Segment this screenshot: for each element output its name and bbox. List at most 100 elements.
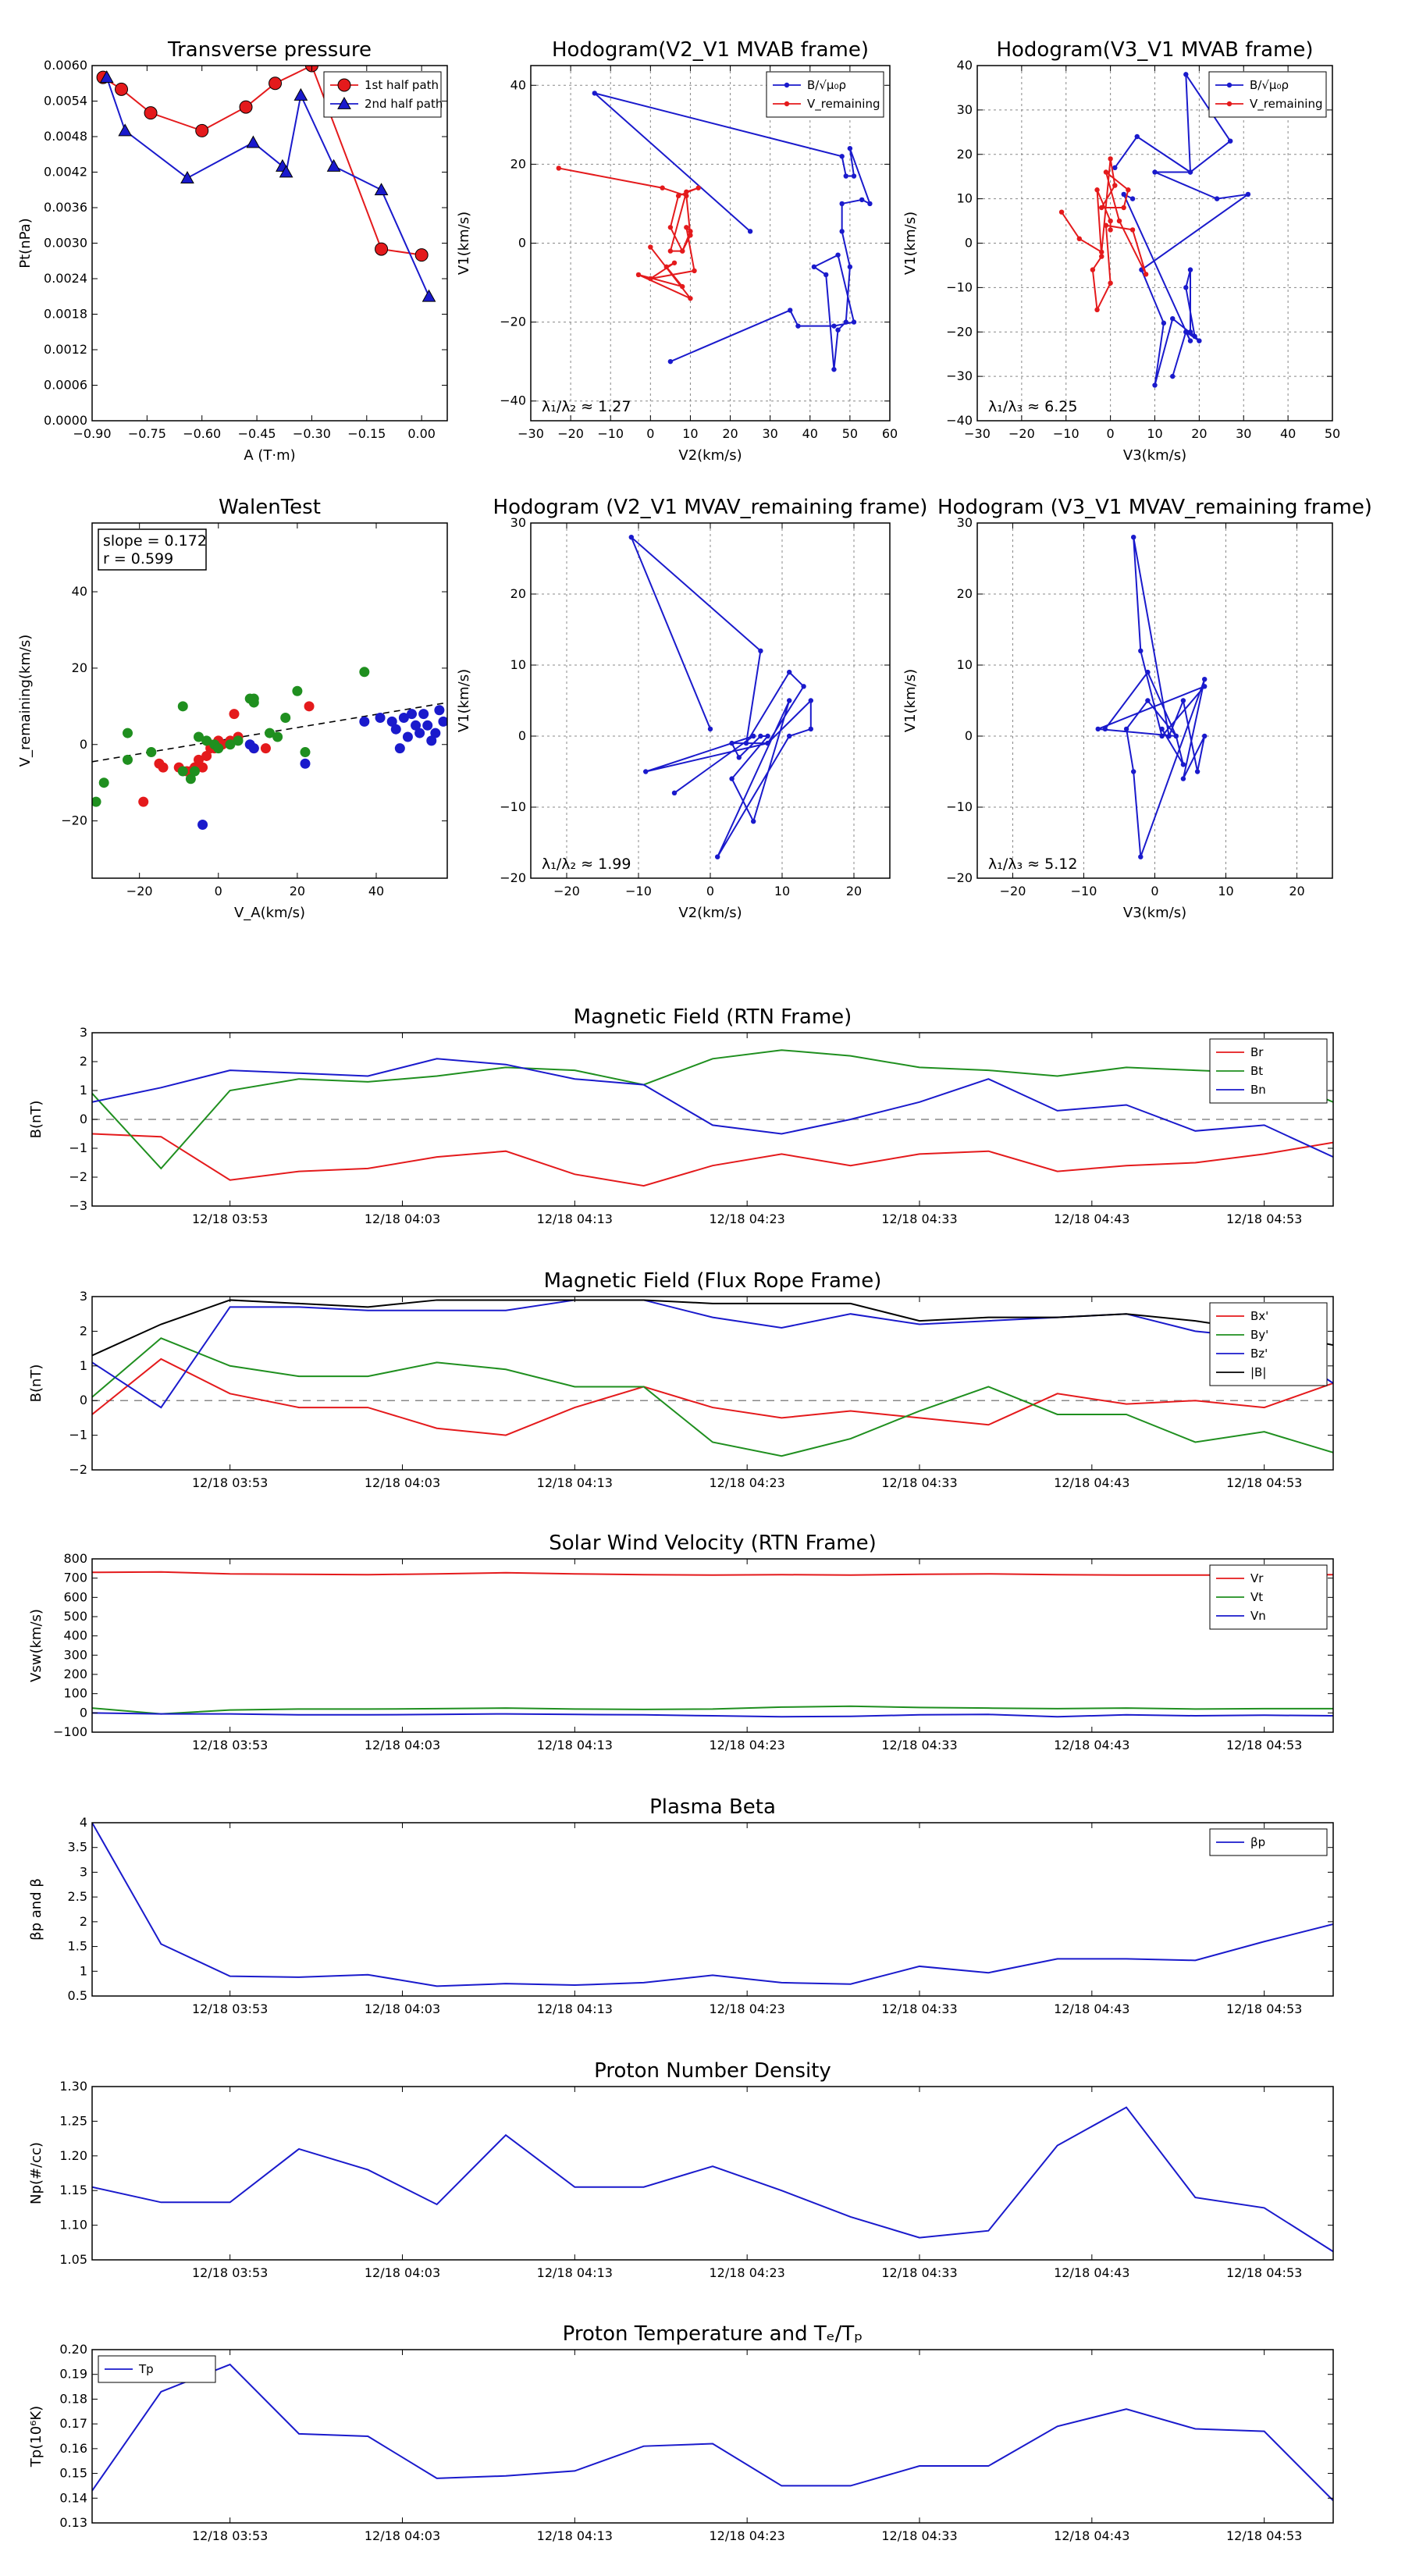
data-point	[847, 145, 853, 151]
data-point	[375, 713, 386, 724]
series-line	[92, 1712, 1333, 1718]
chart-title: Transverse pressure	[167, 38, 372, 62]
data-point	[1138, 648, 1144, 653]
data-point	[1152, 169, 1158, 175]
series-Br	[92, 1133, 1333, 1187]
series-line	[594, 92, 872, 370]
x-axis-label: A (T·m)	[244, 447, 295, 464]
x-tick-label: 0.00	[407, 426, 436, 441]
series-Bn	[92, 1058, 1333, 1158]
data-point	[688, 233, 693, 238]
data-point	[144, 106, 158, 120]
data-point	[680, 248, 685, 254]
chart-title: Proton Temperature and Tₑ/Tₚ	[563, 2322, 863, 2346]
legend: B/√μ₀ρ V_remaining	[766, 71, 884, 118]
legend-label: Bt	[1250, 1064, 1263, 1078]
chart-title: Hodogram(V3_V1 MVAB frame)	[996, 38, 1313, 62]
legend: Br Bt Bn	[1209, 1038, 1328, 1104]
y-tick-label: 0.0054	[44, 94, 87, 109]
y-tick-label: 100	[63, 1686, 87, 1701]
legend-label: Vr	[1250, 1571, 1264, 1585]
data-point	[675, 193, 681, 199]
data-point	[671, 790, 678, 795]
x-tick-label: 50	[842, 426, 858, 441]
data-point	[795, 323, 801, 329]
legend-label: 2nd half path	[365, 97, 443, 111]
x-tick-label: 20	[846, 884, 862, 898]
x-tick-label: 12/18 04:53	[1226, 1212, 1302, 1226]
chart-hodo1: Hodogram(V2_V1 MVAB frame) −30 −20 −10 0 10 20…	[456, 38, 898, 464]
data-point	[1112, 183, 1118, 188]
x-tick-label: 12/18 04:13	[537, 1738, 613, 1752]
chart-beta: Plasma Beta 12/18 03:53 12/18 04:03 12/18 0…	[28, 1795, 1334, 2016]
data-point	[197, 820, 208, 831]
x-tick-label: 12/18 04:23	[710, 1475, 785, 1490]
data-point	[426, 735, 437, 746]
data-point	[402, 731, 413, 742]
y-tick-label: 1.10	[59, 2218, 87, 2233]
series-Vr	[92, 1571, 1333, 1576]
plot-frame	[530, 65, 891, 422]
plot-frame	[91, 2349, 1334, 2524]
data-point	[414, 728, 425, 738]
x-tick-label: −0.75	[128, 426, 166, 441]
data-point	[1183, 329, 1189, 335]
x-axis-label: V3(km/s)	[1123, 447, 1186, 464]
y-tick-label: 0.19	[59, 2367, 87, 2382]
data-point	[695, 185, 701, 190]
data-point	[736, 755, 742, 760]
y-axis-label: Np(#/cc)	[28, 2142, 44, 2204]
data-point	[1058, 209, 1065, 215]
y-tick-label: 0	[965, 236, 973, 251]
data-point	[787, 669, 792, 675]
x-tick-label: 12/18 04:33	[881, 1212, 957, 1226]
x-tick-label: 12/18 04:13	[537, 2528, 613, 2543]
plot-frame	[91, 2086, 1334, 2261]
x-tick-label: 10	[1218, 884, 1233, 898]
x-tick-label: 12/18 04:23	[710, 2001, 785, 2016]
data-point	[1129, 196, 1136, 201]
data-area	[1095, 535, 1208, 859]
series-line	[92, 1299, 1333, 1357]
y-axis-label: V_remaining(km/s)	[17, 635, 34, 767]
data-point	[835, 327, 841, 333]
data-point	[248, 693, 259, 704]
x-tick-label: 0	[1151, 884, 1158, 898]
data-point	[835, 252, 841, 258]
legend-marker	[784, 82, 790, 88]
x-tick-label: −0.45	[238, 426, 276, 441]
chart-title: Hodogram(V2_V1 MVAB frame)	[552, 38, 869, 62]
data-point	[684, 225, 689, 230]
data-point	[146, 747, 157, 758]
y-tick-label: 0.0060	[44, 58, 87, 73]
eigen-ratio-note: λ₁/λ₃ ≈ 6.25	[988, 398, 1077, 415]
plot-frame	[91, 65, 448, 422]
x-tick-label: 12/18 04:03	[365, 2001, 440, 2016]
data-point	[233, 735, 244, 746]
data-point	[823, 272, 829, 278]
data-point	[189, 766, 200, 777]
data-point	[1121, 205, 1126, 211]
annotation-line: slope = 0.172	[103, 532, 207, 550]
data-point	[688, 296, 693, 301]
annotation-frame	[98, 528, 207, 571]
chart-title: Hodogram (V3_V1 MVAV_remaining frame)	[937, 496, 1372, 519]
data-area	[92, 1049, 1333, 1187]
y-tick-label: 4	[80, 1815, 87, 1830]
y-axis-label: Pt(nPa)	[17, 218, 34, 268]
y-tick-label: 1.25	[59, 2113, 87, 2128]
data-point	[1159, 726, 1165, 732]
data-point	[839, 154, 845, 159]
data-point	[648, 244, 653, 250]
data-point	[788, 308, 793, 313]
y-tick-label: 0.14	[59, 2490, 87, 2505]
y-tick-label: −1	[69, 1428, 87, 1443]
y-tick-label: −10	[946, 799, 973, 814]
data-point	[1099, 249, 1104, 255]
data-point	[265, 728, 275, 738]
y-tick-label: 1	[80, 1963, 87, 1978]
x-tick-label: 12/18 04:03	[365, 1738, 440, 1752]
data-point	[1094, 307, 1100, 313]
y-tick-label: 2	[80, 1054, 87, 1069]
x-tick-label: 40	[368, 884, 384, 898]
